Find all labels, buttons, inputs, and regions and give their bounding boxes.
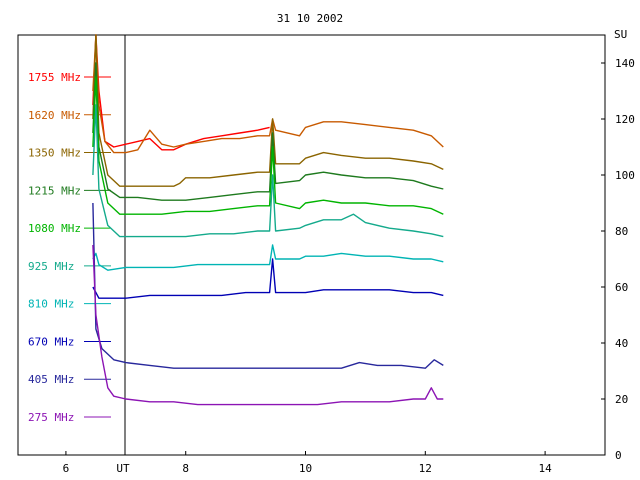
- y-tick-label: 60: [615, 281, 628, 294]
- series-line: [92, 104, 444, 238]
- x-axis-label: UT: [116, 462, 130, 475]
- y-tick-label: 80: [615, 225, 628, 238]
- y-axis: 0 20 40 60 80 100 120 140: [601, 57, 635, 462]
- x-tick-label: 14: [538, 462, 552, 475]
- legend-label: 1215 MHz: [28, 184, 81, 197]
- series-line: [92, 34, 270, 151]
- y-tick-label: 0: [615, 449, 622, 462]
- legend-label: 670 MHz: [28, 335, 74, 348]
- series-layer: [92, 34, 444, 406]
- series-line: [92, 34, 444, 154]
- y-axis-label: SU: [614, 28, 627, 41]
- legend-label: 1080 MHz: [28, 222, 81, 235]
- legend-label: 1350 MHz: [28, 147, 81, 160]
- legend-label: 810 MHz: [28, 298, 74, 311]
- y-tick-label: 120: [615, 113, 635, 126]
- chart-title: 31 10 2002: [277, 12, 343, 25]
- y-tick-label: 140: [615, 57, 635, 70]
- x-tick-label: 12: [419, 462, 432, 475]
- series-line: [92, 258, 444, 299]
- series-line: [92, 76, 444, 215]
- y-tick-label: 40: [615, 337, 628, 350]
- x-tick-label: 8: [182, 462, 189, 475]
- legend-label: 925 MHz: [28, 260, 74, 273]
- x-axis: 6 8 10 12 14: [63, 451, 552, 475]
- series-line: [92, 62, 444, 201]
- series-line: [92, 202, 444, 369]
- plot-frame: [17, 34, 606, 456]
- legend: 1755 MHz 1620 MHz 1350 MHz 1215 MHz 1080 MHz…: [28, 71, 111, 424]
- legend-label: 1755 MHz: [28, 71, 81, 84]
- series-line: [92, 244, 444, 406]
- series-line: [92, 244, 444, 271]
- legend-label: 405 MHz: [28, 373, 74, 386]
- y-tick-label: 20: [615, 393, 628, 406]
- series-line: [92, 34, 444, 187]
- legend-label: 1620 MHz: [28, 109, 81, 122]
- y-tick-label: 100: [615, 169, 635, 182]
- x-tick-label: 10: [299, 462, 312, 475]
- x-tick-label: 6: [63, 462, 70, 475]
- legend-label: 275 MHz: [28, 411, 74, 424]
